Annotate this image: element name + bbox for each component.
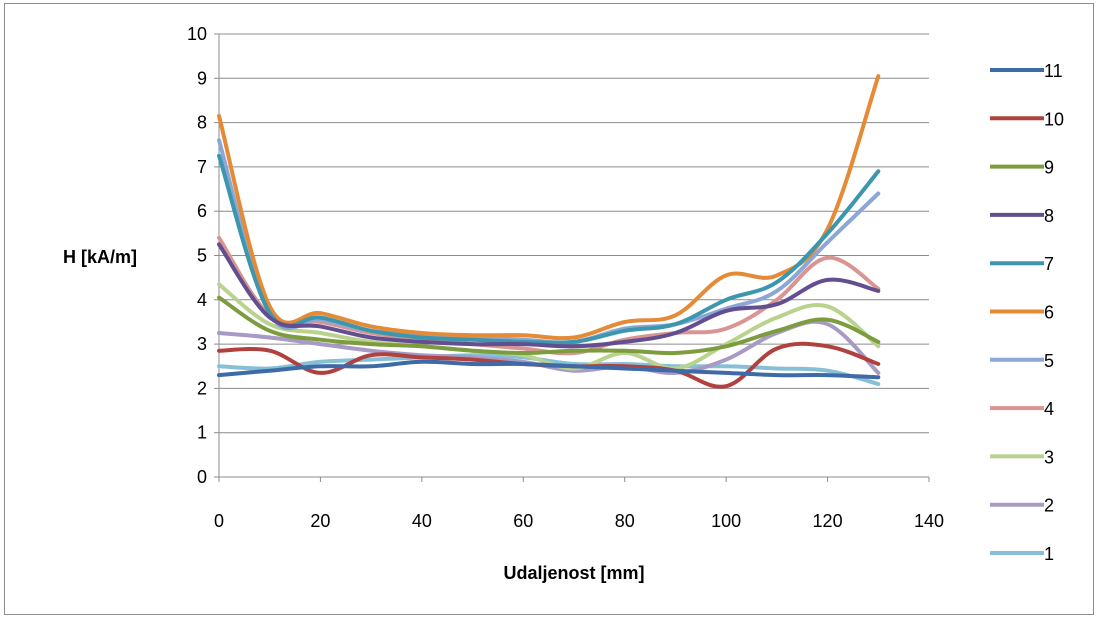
legend-label: 2: [1044, 496, 1054, 516]
legend-label: 9: [1044, 158, 1054, 178]
legend: 11 10 9 8 7 6 5 4 3 2 1: [990, 61, 1064, 564]
series-lines: [217, 74, 881, 389]
x-tick-label: 140: [914, 511, 944, 531]
y-axis-title: H [kA/m]: [63, 247, 137, 267]
series-line-11: [217, 359, 881, 380]
axes: [218, 34, 929, 478]
series-line-7: [217, 153, 881, 345]
legend-label: 1: [1044, 544, 1054, 564]
legend-label: 10: [1044, 109, 1064, 129]
legend-label: 6: [1044, 303, 1054, 323]
x-tick-label: 60: [513, 511, 533, 531]
y-tick-labels: 0 1 2 3 4 5 6 7 8 9 10: [187, 24, 207, 487]
y-tick-label: 4: [197, 290, 207, 310]
x-tick-label: 40: [412, 511, 432, 531]
legend-label: 11: [1044, 61, 1063, 81]
y-tick-label: 3: [197, 334, 207, 354]
x-tick-label: 100: [711, 511, 741, 531]
y-tick-label: 10: [187, 24, 207, 44]
series-line-9: [217, 295, 881, 356]
x-tick-label: 120: [813, 511, 843, 531]
y-tick-label: 1: [197, 423, 207, 443]
x-tick-label: 80: [615, 511, 635, 531]
legend-label: 3: [1044, 447, 1054, 467]
y-tick-label: 6: [197, 201, 207, 221]
x-tick-label: 20: [310, 511, 330, 531]
y-tick-label: 0: [197, 467, 207, 487]
legend-label: 8: [1044, 206, 1054, 226]
chart-area: [4, 3, 1094, 615]
series-line-1: [217, 353, 881, 386]
series-line-8: [217, 242, 881, 349]
y-tick-label: 9: [197, 68, 207, 88]
x-tick-labels: 0 20 40 60 80 100 120 140: [214, 511, 944, 531]
legend-label: 7: [1044, 254, 1054, 274]
series-line-6: [217, 74, 881, 341]
y-tick-label: 2: [197, 378, 207, 398]
y-tick-label: 7: [197, 157, 207, 177]
x-tick-label: 0: [214, 511, 224, 531]
y-tick-label: 8: [197, 113, 207, 133]
y-tick-label: 5: [197, 246, 207, 266]
legend-label: 4: [1044, 399, 1054, 419]
x-axis-title: Udaljenost [mm]: [503, 563, 644, 583]
legend-label: 5: [1044, 351, 1054, 371]
